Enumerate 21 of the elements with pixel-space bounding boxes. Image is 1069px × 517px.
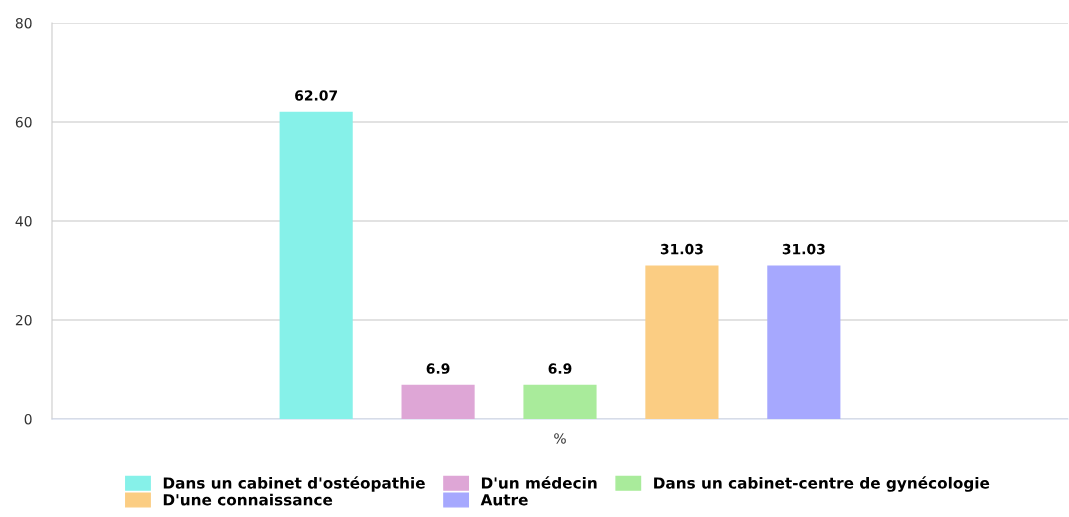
bar <box>279 111 353 419</box>
legend-label: Autre <box>480 494 528 506</box>
bar <box>767 265 841 419</box>
y-tick-label: 60 <box>15 116 32 128</box>
x-tick-label: % <box>554 433 566 444</box>
y-tick-label: 40 <box>15 215 32 227</box>
legend-label: D'une connaissance <box>163 493 333 506</box>
data-label: 6.9 <box>426 363 450 374</box>
legend-label: Dans un cabinet-centre de gynécologie <box>654 476 990 492</box>
bar <box>645 265 719 419</box>
y-tick-label: 0 <box>24 413 32 425</box>
data-label: 31.03 <box>782 243 825 255</box>
data-label: 6.9 <box>548 363 572 374</box>
y-tick-label: 80 <box>15 17 32 29</box>
data-label: 62.07 <box>295 90 338 101</box>
y-tick-label: 20 <box>15 314 32 326</box>
bar <box>401 384 475 419</box>
bar <box>523 384 597 419</box>
legend-label: D'un médecin <box>481 476 597 489</box>
data-label: 31.03 <box>660 243 703 255</box>
legend-label: Dans un cabinet d'ostéopathie <box>163 476 425 492</box>
